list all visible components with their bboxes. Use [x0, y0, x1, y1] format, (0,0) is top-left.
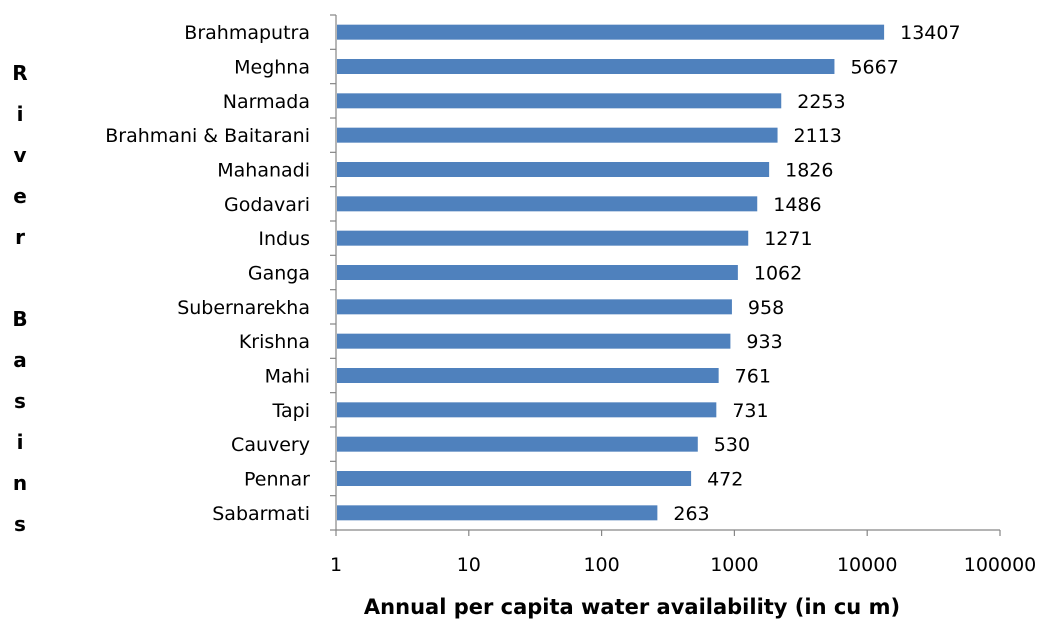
y-axis-title-letter: n: [13, 471, 27, 495]
bar-krishna: [337, 333, 731, 349]
category-label: Krishna: [239, 331, 310, 353]
y-axis-title-letter: i: [17, 430, 24, 454]
category-labels: Brahmaputra Meghna Narmada Brahmani & Baita…: [105, 22, 310, 525]
data-label: 2113: [794, 125, 842, 147]
category-label: Meghna: [234, 57, 310, 79]
category-label: Brahmani & Baitarani: [105, 125, 310, 147]
axes: [330, 14, 1001, 536]
y-axis-title-letter: i: [17, 102, 24, 126]
bar-subernarekha: [337, 299, 732, 315]
category-label: Pennar: [244, 469, 310, 491]
data-label: 933: [746, 331, 782, 353]
y-axis-title-letter: R: [12, 61, 27, 85]
bar-cauvery: [337, 436, 698, 452]
x-tick-label: 100: [583, 554, 619, 576]
data-label: 5667: [850, 57, 898, 79]
category-label: Godavari: [224, 194, 310, 216]
data-label: 731: [732, 400, 768, 422]
category-label: Mahi: [265, 366, 310, 388]
category-label: Indus: [258, 228, 310, 250]
x-tick-label: 100000: [964, 554, 1037, 576]
x-tick-label: 10: [457, 554, 481, 576]
y-axis-title-letter: s: [14, 512, 26, 536]
data-label: 263: [673, 503, 709, 525]
bar-indus: [337, 230, 749, 246]
bar-pennar: [337, 471, 692, 486]
data-label: 1486: [773, 194, 821, 216]
category-label: Tapi: [272, 400, 310, 422]
category-label: Sabarmati: [212, 503, 310, 525]
bars: [337, 24, 885, 521]
category-label: Narmada: [223, 91, 310, 113]
y-axis-title-letter: s: [14, 389, 26, 413]
bar-ganga: [337, 265, 738, 280]
bar-mahi: [337, 368, 719, 383]
category-label: Subernarekha: [177, 297, 310, 319]
x-tick-label: 1000: [710, 554, 758, 576]
y-axis-title-letter: B: [12, 307, 27, 331]
bar-godavari: [337, 196, 758, 212]
bar-sabarmati: [337, 505, 658, 521]
x-axis-title: Annual per capita water availability (in…: [364, 595, 900, 619]
bar-tapi: [337, 402, 717, 418]
y-axis-title-letter: v: [13, 143, 26, 167]
data-label: 1826: [785, 160, 833, 182]
y-axis-title-letter: r: [15, 225, 25, 249]
data-label: 472: [707, 469, 743, 491]
bar-brahmaputra: [337, 24, 885, 40]
data-label: 13407: [900, 22, 960, 44]
data-label: 2253: [797, 91, 845, 113]
bar-narmada: [337, 93, 782, 109]
bar-brahmani-baitarani: [337, 127, 778, 143]
data-label: 1271: [764, 228, 812, 250]
data-label: 1062: [754, 263, 802, 285]
category-label: Mahanadi: [217, 160, 310, 182]
category-label: Brahmaputra: [184, 22, 310, 44]
bar-meghna: [337, 59, 835, 74]
data-label: 958: [748, 297, 784, 319]
category-label: Cauvery: [231, 434, 310, 456]
y-axis-title-letter: a: [13, 348, 27, 372]
x-tick-label: 10000: [837, 554, 897, 576]
bar-mahanadi: [337, 162, 770, 177]
data-label: 761: [735, 366, 771, 388]
category-label: Ganga: [248, 263, 310, 285]
x-tick-label: 1: [330, 554, 342, 576]
y-axis-title-letter: e: [13, 184, 27, 208]
data-label: 530: [714, 434, 750, 456]
x-tick-labels: 1 10 100 1000 10000 100000: [330, 554, 1036, 576]
